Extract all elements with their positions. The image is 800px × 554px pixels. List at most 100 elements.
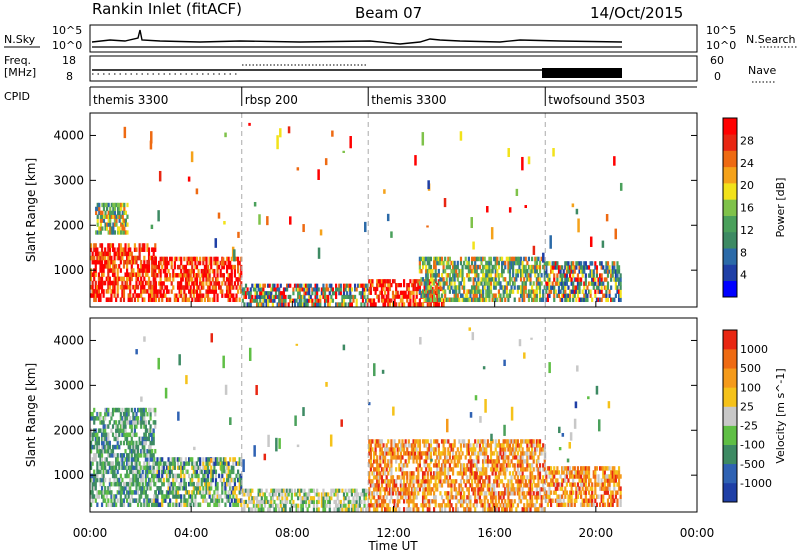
data-cell	[225, 256, 229, 262]
data-cell	[162, 293, 165, 298]
data-cell	[153, 481, 156, 487]
data-cell	[426, 268, 429, 274]
data-cell	[440, 293, 444, 298]
data-cell	[267, 499, 270, 505]
data-cell	[600, 289, 603, 294]
data-cell	[233, 477, 237, 483]
data-cell	[225, 285, 229, 290]
data-cell	[109, 206, 112, 212]
data-cell	[450, 495, 453, 500]
data-cell	[330, 287, 333, 292]
data-cell	[178, 256, 181, 262]
data-cell	[497, 507, 501, 512]
data-cell	[152, 453, 155, 458]
data-cell	[477, 495, 480, 500]
data-cell	[497, 273, 501, 278]
data-cell	[210, 465, 213, 470]
data-cell	[573, 289, 576, 294]
data-cell	[368, 286, 371, 292]
y-tick-label: 3000	[53, 173, 84, 187]
data-cell	[527, 256, 531, 262]
data-cell	[154, 490, 157, 495]
data-cell	[535, 281, 538, 286]
data-cell	[293, 488, 297, 493]
data-cell	[568, 490, 572, 495]
data-cell	[504, 471, 507, 476]
data-cell	[575, 261, 578, 266]
data-cell	[390, 447, 393, 452]
data-cell	[284, 287, 287, 292]
data-cell	[162, 289, 165, 294]
data-cell	[105, 436, 108, 442]
data-cell	[529, 491, 532, 496]
data-cell	[450, 503, 453, 508]
data-cell	[107, 202, 110, 208]
data-cell	[440, 463, 444, 468]
data-cell	[124, 411, 127, 417]
data-cell	[216, 293, 219, 298]
data-cell	[153, 264, 156, 270]
data-cell	[115, 218, 118, 223]
data-cell	[133, 424, 137, 429]
data-cell	[491, 268, 494, 274]
data-cell	[293, 503, 297, 508]
data-cell	[146, 494, 149, 499]
data-cell	[450, 483, 453, 488]
data-cell	[255, 283, 259, 288]
data-cell	[497, 459, 501, 464]
data-cell	[111, 411, 115, 417]
data-cell	[417, 491, 420, 496]
data-cell	[553, 293, 556, 298]
data-cell	[529, 281, 532, 286]
data-cell	[152, 440, 155, 446]
data-cell	[488, 256, 491, 262]
data-cell	[189, 457, 192, 462]
data-cell	[542, 495, 545, 500]
data-cell	[100, 494, 104, 499]
data-cell	[423, 471, 426, 476]
data-cell	[319, 229, 323, 236]
data-cell	[436, 463, 439, 468]
data-cell	[278, 496, 281, 501]
data-cell	[556, 494, 559, 499]
data-cell	[445, 264, 448, 270]
data-cell	[537, 277, 540, 282]
data-cell	[90, 293, 93, 298]
data-cell	[466, 451, 469, 456]
data-cell	[312, 287, 316, 292]
data-cell	[338, 287, 341, 292]
data-cell	[147, 264, 151, 269]
data-cell	[216, 277, 219, 282]
data-cell	[502, 451, 505, 456]
data-cell	[164, 268, 167, 274]
data-cell	[323, 492, 327, 497]
data-cell	[301, 507, 304, 512]
data-cell	[199, 490, 202, 495]
data-cell	[360, 302, 363, 307]
data-cell	[94, 297, 97, 303]
data-cell	[151, 440, 154, 446]
data-cell	[130, 440, 133, 446]
data-cell	[143, 432, 146, 438]
data-cell	[507, 443, 510, 448]
data-cell	[497, 495, 501, 500]
data-cell	[535, 260, 538, 266]
data-cell	[144, 264, 147, 269]
data-cell	[151, 255, 154, 261]
cpid-label: CPID	[4, 90, 30, 103]
data-cell	[562, 273, 565, 278]
data-cell	[229, 264, 232, 270]
station-title: Rankin Inlet (fitACF)	[92, 0, 242, 18]
data-cell	[152, 420, 155, 425]
data-cell	[124, 465, 127, 470]
data-cell	[178, 486, 181, 491]
data-cell	[104, 251, 107, 257]
data-cell	[376, 491, 379, 496]
data-cell	[512, 443, 515, 448]
data-cell	[477, 491, 480, 496]
data-cell	[524, 507, 527, 512]
data-cell	[513, 447, 516, 452]
data-cell	[526, 483, 529, 488]
data-cell	[426, 281, 429, 286]
data-cell	[426, 475, 429, 480]
